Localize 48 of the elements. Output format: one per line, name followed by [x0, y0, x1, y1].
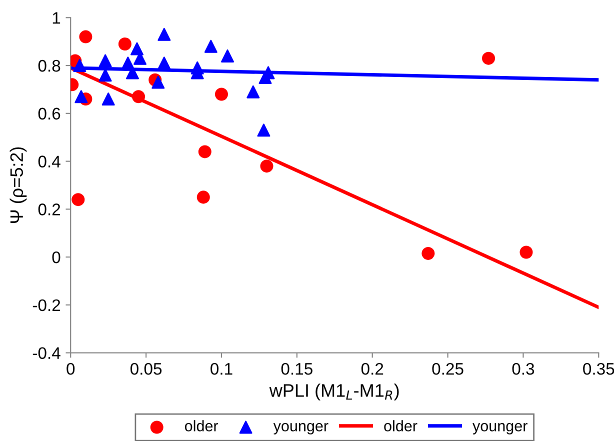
y-tick-label: -0.4 — [32, 347, 60, 360]
y-tick-label: 0.2 — [38, 204, 60, 216]
point — [126, 66, 139, 80]
y-axis-title: Ψ (ρ=5:2) — [10, 147, 27, 223]
legend-label: older — [384, 420, 418, 432]
legend-label: younger — [273, 423, 328, 434]
point — [79, 30, 92, 44]
x-tick-label: 0.15 — [281, 362, 312, 375]
x-tick-label: 0.25 — [432, 362, 464, 375]
x-axis-title: wPLI (M1$_{L}$-M1$_{R}$) — [269, 384, 399, 400]
legend-label: older — [184, 420, 218, 432]
y-tick-label: 0.4 — [38, 156, 60, 168]
x-tick-label: 0.1 — [210, 362, 232, 375]
y-tick-label: 1 — [52, 12, 60, 24]
point — [214, 88, 228, 101]
point — [198, 145, 212, 158]
point — [130, 42, 144, 56]
point — [257, 124, 270, 137]
point — [118, 37, 132, 50]
point — [73, 59, 86, 72]
point — [196, 190, 210, 204]
point — [98, 54, 112, 68]
point — [121, 56, 134, 70]
point — [260, 160, 274, 173]
y-tick-label: 0 — [52, 251, 60, 264]
point — [422, 246, 435, 260]
point — [246, 85, 260, 98]
point — [152, 76, 165, 89]
y-tick-label: 0.8 — [38, 60, 60, 72]
y-tick-label: -0.2 — [32, 299, 60, 312]
x-tick-label: 0.3 — [512, 362, 534, 375]
point — [102, 92, 115, 106]
point — [72, 193, 85, 206]
x-tick-label: 0 — [66, 362, 75, 375]
point — [158, 28, 171, 41]
x-tick-label: 0.35 — [583, 362, 614, 375]
point — [221, 49, 234, 62]
point — [520, 246, 533, 259]
legend-label: younger — [472, 423, 528, 434]
point — [74, 90, 88, 104]
point — [482, 52, 496, 65]
point — [204, 40, 218, 53]
x-tick-label: 0.2 — [361, 362, 384, 375]
y-tick-label: 0.6 — [38, 108, 60, 120]
point — [132, 90, 146, 104]
point — [98, 68, 112, 82]
x-tick-label: 0.05 — [130, 362, 162, 375]
point — [158, 56, 171, 70]
